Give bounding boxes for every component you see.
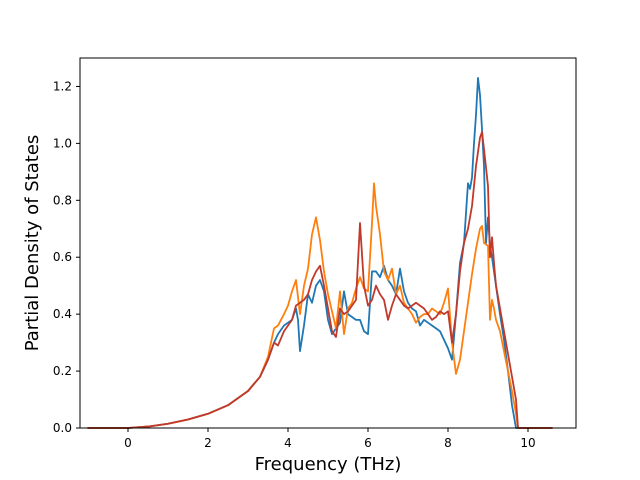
y-axis: 0.0 0.2 0.4 0.6 0.8 1.0 1.2 xyxy=(53,79,80,435)
plot-area xyxy=(79,57,577,429)
y-tick-label: 0.8 xyxy=(53,193,72,207)
y-tick-label: 1.0 xyxy=(53,136,72,150)
y-axis-label: Partial Density of States xyxy=(22,135,43,352)
y-tick-label: 1.2 xyxy=(53,79,72,93)
x-tick-label: 0 xyxy=(124,436,132,450)
x-tick-label: 2 xyxy=(204,436,212,450)
y-tick-label: 0.2 xyxy=(53,364,72,378)
x-tick-label: 6 xyxy=(364,436,372,450)
x-tick-label: 10 xyxy=(520,436,535,450)
x-tick-label: 4 xyxy=(284,436,292,450)
y-tick-label: 0.4 xyxy=(53,307,72,321)
axes-frame xyxy=(79,57,577,429)
series-line-3 xyxy=(87,131,553,429)
x-axis: 0 2 4 6 8 10 xyxy=(124,428,536,450)
series-layer xyxy=(87,77,553,429)
y-tick-label: 0.0 xyxy=(53,421,72,435)
series-line-2 xyxy=(87,182,553,429)
x-axis-label: Frequency (THz) xyxy=(255,454,402,475)
x-tick-label: 8 xyxy=(444,436,452,450)
y-tick-label: 0.6 xyxy=(53,250,72,264)
